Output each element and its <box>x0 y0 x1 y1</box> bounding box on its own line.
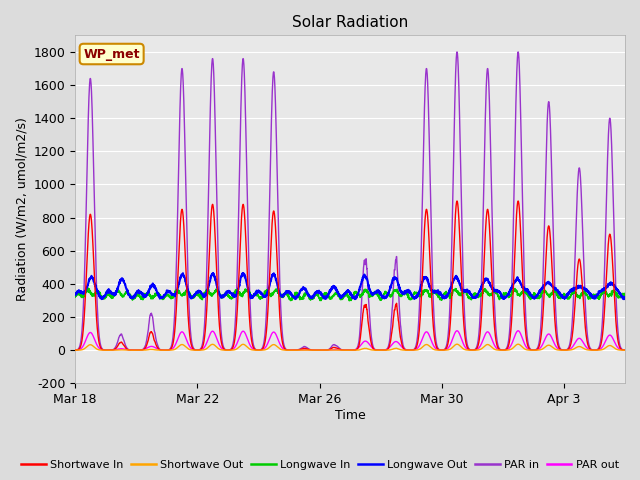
Y-axis label: Radiation (W/m2, umol/m2/s): Radiation (W/m2, umol/m2/s) <box>15 118 28 301</box>
X-axis label: Time: Time <box>335 409 365 422</box>
Text: WP_met: WP_met <box>83 48 140 60</box>
Title: Solar Radiation: Solar Radiation <box>292 15 408 30</box>
Legend: Shortwave In, Shortwave Out, Longwave In, Longwave Out, PAR in, PAR out: Shortwave In, Shortwave Out, Longwave In… <box>17 456 623 474</box>
